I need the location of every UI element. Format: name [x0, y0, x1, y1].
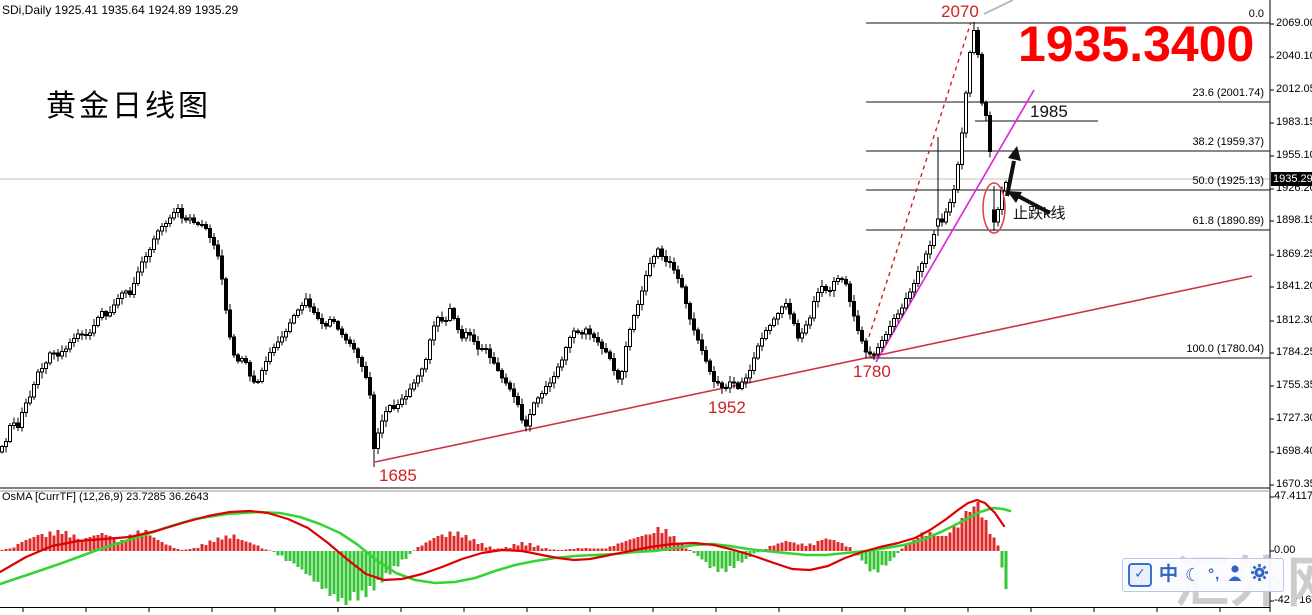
current-price-badge: 1935.29: [1271, 172, 1312, 186]
chart-annotation-label: 止跌k线: [1013, 205, 1066, 222]
level-lines: [0, 22, 1270, 359]
price-axis-tick: 1784.25: [1276, 346, 1312, 358]
fib-level-label: 61.8 (1890.89): [1192, 215, 1264, 227]
price-axis-tick: 2069.00: [1276, 17, 1312, 29]
chart-title: 黄金日线图: [46, 90, 211, 123]
ime-input-mode-icon[interactable]: ✓: [1128, 563, 1152, 587]
candles: [0, 22, 1008, 467]
osma-lines: [0, 498, 1012, 586]
fib-level-label: 50.0 (1925.13): [1192, 175, 1264, 187]
ime-punctuation-icon[interactable]: °,: [1208, 566, 1221, 583]
price-axis-tick: 1698.40: [1276, 445, 1312, 457]
price-axis-tick: 1812.30: [1276, 314, 1312, 326]
price-axis-tick: 2012.05: [1276, 83, 1312, 95]
ime-language-toolbar[interactable]: ✓ 中 ☾ °,: [1122, 558, 1284, 592]
axes: [0, 0, 1274, 612]
price-axis-tick: 1755.35: [1276, 379, 1312, 391]
chart-annotation-label: 1952: [708, 398, 746, 417]
current-price-callout: 1935.3400: [1018, 16, 1255, 72]
fib-level-label: 100.0 (1780.04): [1186, 343, 1264, 355]
indicator-axis-tick: 47.4117: [1274, 490, 1312, 502]
price-axis-tick: 1727.30: [1276, 412, 1312, 424]
price-axis-tick: 1898.15: [1276, 214, 1312, 226]
fib-level-label: 23.6 (2001.74): [1192, 87, 1264, 99]
price-axis-tick: 1926.20: [1276, 182, 1312, 194]
annotations: [982, 146, 1051, 234]
indicator-axis-tick: -42.7168: [1274, 594, 1312, 606]
fib-level-label: 0.0: [1248, 8, 1264, 20]
ime-settings-gear-icon[interactable]: [1250, 563, 1269, 587]
chart-annotation-label: 1985: [1030, 102, 1068, 121]
ime-user-icon[interactable]: [1227, 563, 1243, 588]
price-axis-tick: 1983.15: [1276, 116, 1312, 128]
ime-fullwidth-moon-icon[interactable]: ☾: [1185, 565, 1202, 585]
price-axis-tick: 1670.35: [1276, 478, 1312, 490]
fib-level-label: 38.2 (1959.37): [1192, 136, 1264, 148]
price-axis-tick: 1841.20: [1276, 280, 1312, 292]
chart-annotation-label: 1685: [379, 466, 417, 485]
chart-annotation-label: 1780: [853, 362, 891, 381]
indicator-axis-tick: 0.00: [1274, 544, 1296, 556]
price-axis-tick: 2040.10: [1276, 50, 1312, 62]
price-axis-tick: 1955.10: [1276, 149, 1312, 161]
ime-chinese-mode-icon[interactable]: 中: [1159, 564, 1179, 585]
symbol-ohlc-quote: SDi,Daily 1925.41 1935.64 1924.89 1935.2…: [2, 3, 239, 17]
indicator-label: OsMA [CurrTF] (12,26,9) 23.7285 36.2643: [2, 491, 209, 503]
chart-annotation-label: 2070: [941, 2, 979, 21]
price-axis-tick: 1869.25: [1276, 248, 1312, 260]
